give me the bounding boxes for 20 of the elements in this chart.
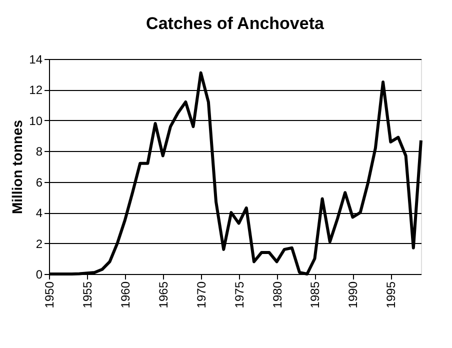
y-tick-label: 12 [29, 83, 43, 98]
x-tick-label: 1960 [118, 281, 132, 308]
x-tick-label: 1985 [308, 281, 322, 308]
y-tick-label: 10 [29, 114, 43, 128]
y-tick-label: 4 [36, 206, 43, 220]
x-tick-label: 1955 [80, 281, 94, 308]
x-tick-label: 1970 [194, 281, 208, 308]
y-tick-label: 2 [36, 236, 43, 251]
x-tick-label: 1975 [232, 281, 246, 308]
x-tick-label: 1995 [384, 281, 398, 308]
x-tick-label: 1990 [346, 281, 360, 308]
y-tick-label: 8 [36, 144, 43, 159]
x-tick-label: 1965 [156, 281, 170, 308]
y-tick-label: 0 [36, 268, 43, 282]
y-tick-label: 6 [36, 175, 43, 190]
y-axis-title: Million tonnes [9, 120, 26, 214]
x-tick-label: 1980 [270, 281, 284, 308]
x-tick-label: 1950 [42, 281, 56, 308]
y-tick-label: 14 [29, 52, 43, 66]
chart-title: Catches of Anchoveta [146, 14, 324, 33]
